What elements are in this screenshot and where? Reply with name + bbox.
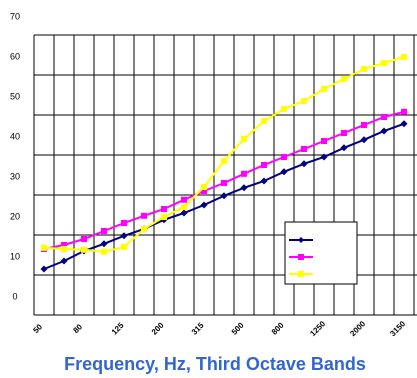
x-tick-label: 2000	[348, 319, 367, 338]
y-tick-label: 10	[10, 251, 20, 261]
point	[101, 248, 107, 255]
point	[361, 122, 367, 128]
point	[221, 158, 227, 164]
point	[141, 212, 147, 219]
point	[81, 246, 87, 253]
x-axis-title: Frequency, Hz, Third Octave Bands	[64, 354, 366, 374]
point	[100, 240, 108, 248]
x-tick-label: 1250	[308, 319, 327, 338]
point	[401, 108, 407, 115]
point	[200, 201, 208, 209]
point	[121, 244, 127, 250]
point	[180, 209, 188, 217]
point	[60, 257, 68, 265]
point	[281, 106, 287, 112]
point	[341, 130, 347, 136]
point	[321, 138, 327, 144]
point	[221, 180, 227, 186]
x-tick-label: 800	[270, 320, 286, 336]
point	[381, 60, 387, 66]
point	[281, 154, 287, 160]
point	[361, 66, 367, 72]
x-tick-label: 125	[110, 320, 126, 336]
point	[400, 120, 408, 128]
point	[61, 246, 67, 252]
point	[280, 168, 288, 176]
y-tick-label: 70	[10, 11, 20, 21]
x-tick-label: 500	[230, 320, 246, 336]
point	[220, 192, 228, 200]
point	[201, 188, 207, 194]
point	[161, 214, 167, 220]
point	[261, 162, 267, 168]
y-tick-label: 0	[12, 291, 17, 301]
point	[121, 220, 127, 226]
point	[81, 236, 87, 242]
x-tick-label: 80	[71, 322, 84, 335]
point	[301, 146, 307, 152]
point	[381, 114, 387, 120]
point	[241, 170, 247, 177]
point	[41, 244, 47, 251]
point	[101, 228, 107, 234]
point	[300, 160, 308, 168]
x-tick-label: 50	[31, 322, 44, 335]
point	[120, 232, 128, 240]
point	[61, 242, 67, 248]
y-tick-label: 20	[10, 211, 20, 221]
point	[360, 136, 368, 144]
point	[181, 196, 187, 203]
point	[301, 98, 307, 104]
point	[241, 136, 247, 142]
point	[240, 184, 248, 192]
legend-marker	[298, 271, 304, 277]
point	[340, 144, 348, 152]
point	[181, 204, 187, 210]
point	[40, 265, 48, 273]
point	[341, 76, 347, 82]
point	[261, 118, 267, 124]
point	[161, 206, 167, 212]
y-tick-label: 60	[10, 51, 20, 61]
point	[201, 184, 207, 190]
point	[260, 177, 268, 185]
point	[321, 86, 327, 92]
y-tick-label: 30	[10, 171, 20, 181]
y-tick-label: 50	[10, 91, 20, 101]
point	[380, 127, 388, 135]
point	[401, 54, 407, 60]
point	[320, 153, 328, 161]
x-tick-label: 3150	[388, 319, 407, 338]
x-tick-label: 315	[190, 320, 206, 336]
y-tick-label: 40	[10, 131, 20, 141]
legend-marker	[298, 254, 304, 260]
legend-marker	[298, 237, 304, 243]
point	[141, 226, 147, 232]
x-tick-label: 200	[150, 320, 166, 336]
